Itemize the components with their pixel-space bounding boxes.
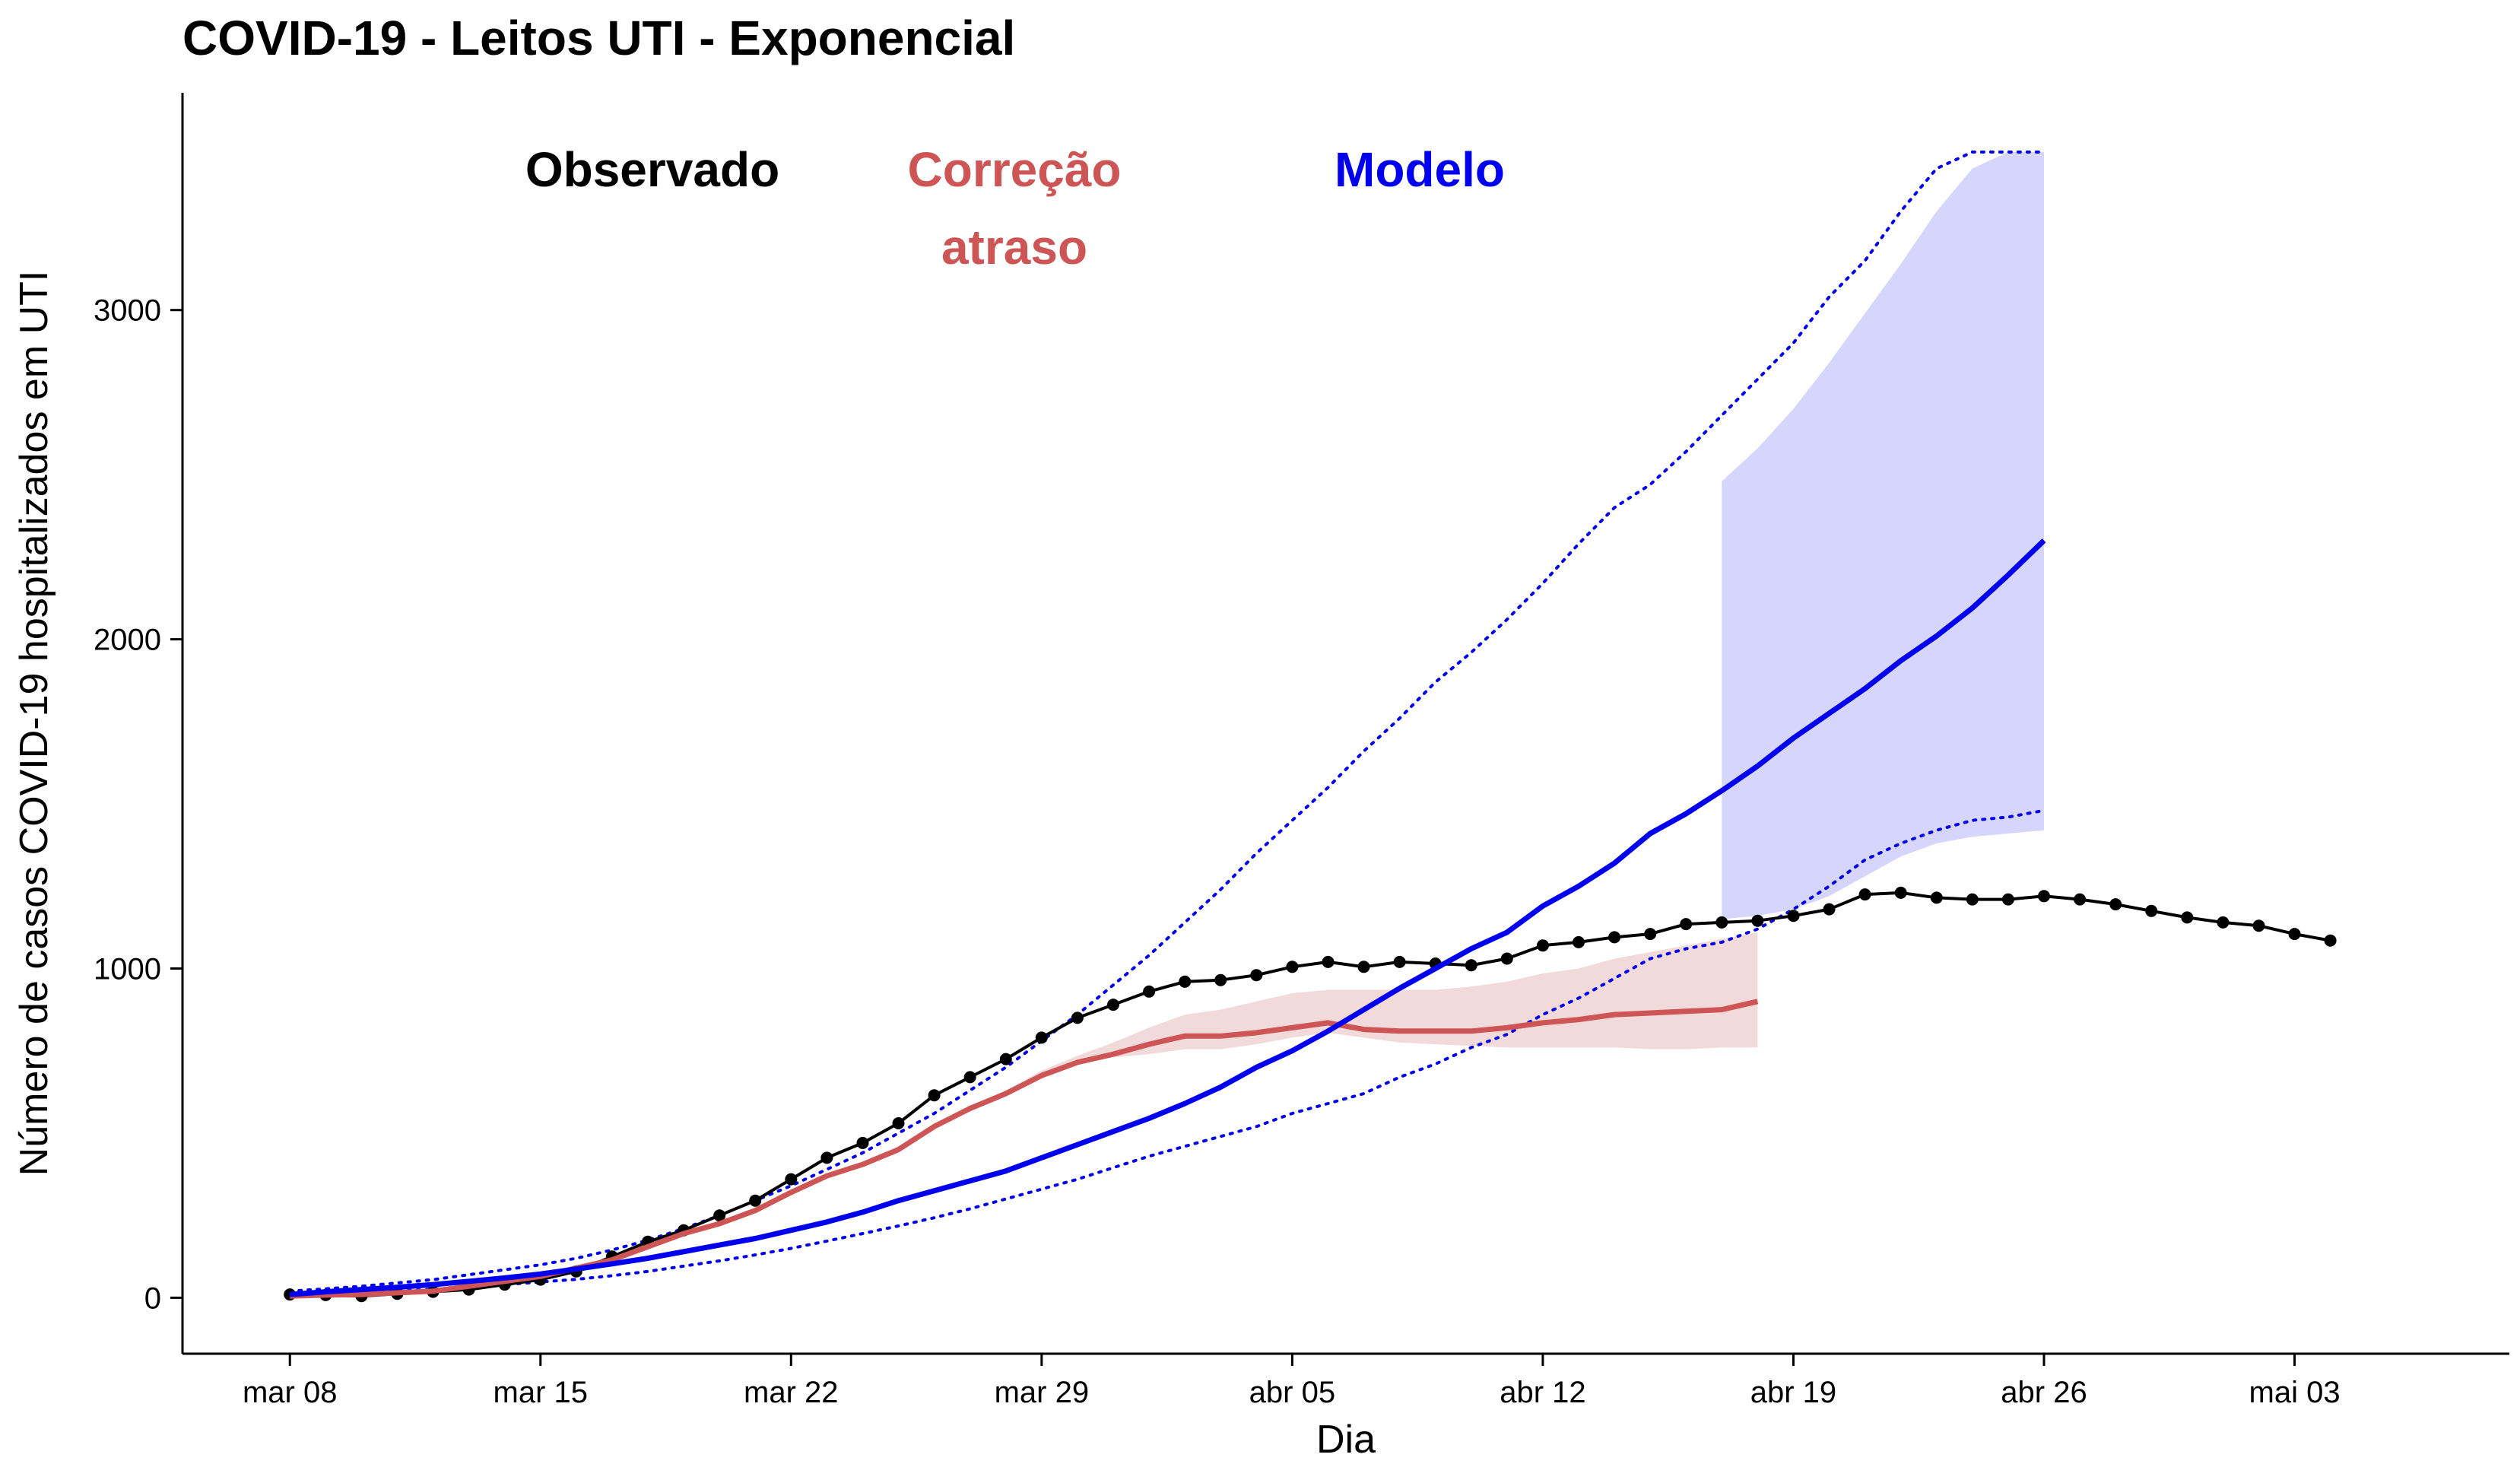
chart-title: COVID-19 - Leitos UTI - Exponencial: [182, 11, 1015, 65]
observado-point: [1787, 910, 1800, 923]
observado-point: [2109, 898, 2122, 911]
correcao-uncertainty-band: [290, 932, 1758, 1298]
y-axis-ticks: 0 1000 2000 3000: [94, 294, 182, 1315]
plot-area: [284, 150, 2337, 1303]
legend-label-line: Correção: [908, 142, 1122, 197]
observado-point: [2324, 934, 2337, 947]
observado-point: [713, 1209, 726, 1222]
observado-point: [2145, 904, 2158, 917]
x-tick-label: abr 05: [1249, 1376, 1335, 1409]
observado-point: [820, 1151, 833, 1164]
observado-point: [2252, 919, 2265, 932]
observado-line: [290, 891, 2331, 1298]
observado-point: [1357, 961, 1370, 973]
y-tick-label: 1000: [94, 953, 161, 986]
x-tick-label: mar 08: [243, 1376, 338, 1409]
x-tick-label: mar 22: [744, 1376, 839, 1409]
x-tick-label: mai 03: [2249, 1376, 2341, 1409]
observado-point: [2217, 916, 2230, 929]
y-tick-label: 0: [144, 1281, 161, 1315]
legend-item: Correção atraso: [908, 142, 1122, 275]
modelo-forecast-band: [1722, 151, 2044, 919]
observado-point: [1858, 888, 1871, 901]
observado-point: [1107, 999, 1119, 1011]
observado-point: [2001, 893, 2014, 906]
observado-point: [1823, 903, 1836, 916]
observado-point: [1214, 973, 1227, 986]
y-tick-label: 3000: [94, 294, 161, 328]
observado-point: [1608, 931, 1621, 944]
observado-point: [2288, 928, 2301, 941]
observado-point: [1715, 916, 1728, 929]
observado-point: [963, 1071, 976, 1084]
observado-point: [1465, 959, 1477, 972]
legend-label-line: atraso: [941, 220, 1087, 275]
legend-label-line: Modelo: [1335, 142, 1505, 197]
observado-point: [1286, 961, 1299, 973]
observado-point: [1680, 918, 1693, 931]
observado-point: [1536, 939, 1549, 952]
observado-point: [749, 1194, 762, 1207]
legend-item: Modelo: [1335, 142, 1505, 197]
legend: Observado Correção atraso Modelo: [525, 142, 1505, 275]
observado-point: [999, 1053, 1012, 1065]
observado-point: [856, 1136, 869, 1149]
observado-point: [1179, 975, 1192, 988]
observado-point: [2038, 890, 2050, 903]
observado-point: [928, 1089, 941, 1102]
observado-point: [2181, 911, 2194, 924]
y-tick-label: 2000: [94, 624, 161, 657]
observado-point: [1071, 1011, 1084, 1024]
x-tick-label: abr 19: [1750, 1376, 1836, 1409]
observado-point: [892, 1117, 905, 1129]
observado-point: [785, 1173, 798, 1186]
modelo-line: [289, 538, 2046, 1297]
observado-point: [1644, 928, 1657, 941]
x-tick-label: abr 12: [1500, 1376, 1585, 1409]
observado-point: [1143, 985, 1156, 998]
observado-point: [1573, 935, 1585, 948]
observado-point: [1500, 952, 1513, 965]
x-axis-ticks: mar 08 mar 15 mar 22 mar 29 abr 05 abr 12 abr …: [243, 1354, 2341, 1409]
observado-point: [1751, 914, 1764, 927]
observado-point: [1250, 969, 1263, 982]
observado-point: [1894, 886, 1907, 899]
observado-point: [1393, 955, 1406, 968]
x-tick-label: mar 15: [494, 1376, 589, 1409]
x-tick-label: abr 26: [2001, 1376, 2087, 1409]
modelo-lower-bound-line: [288, 808, 2046, 1298]
observado-point: [1930, 891, 1943, 904]
observado-point: [1966, 893, 1979, 906]
modelo-upper-bound-line: [288, 150, 2046, 1293]
observado-point: [2074, 893, 2087, 906]
x-axis-title: Dia: [1316, 1418, 1376, 1462]
observado-point: [1322, 955, 1335, 968]
legend-item: Observado: [525, 142, 779, 197]
observado-point: [1035, 1031, 1048, 1044]
x-tick-label: mar 29: [995, 1376, 1090, 1409]
legend-label-line: Observado: [525, 142, 779, 197]
y-axis-title: Número de casos COVID-19 hospitalizados …: [12, 271, 56, 1177]
